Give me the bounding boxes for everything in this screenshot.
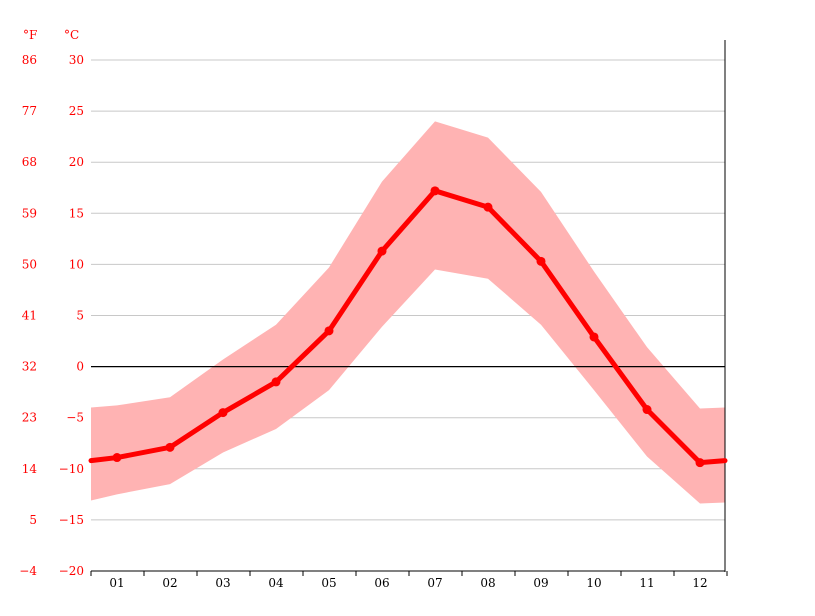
x-tick-label: 01 (109, 576, 124, 590)
y-tick-label-celsius: −20 (59, 564, 84, 578)
average-temperature-point (695, 458, 705, 468)
y-tick-label-fahrenheit: 14 (22, 462, 38, 476)
y-tick-label-celsius: −10 (59, 462, 84, 476)
average-temperature-point (642, 405, 652, 415)
y-tick-label-celsius: 5 (76, 309, 84, 323)
y-tick-label-celsius: 10 (69, 257, 84, 271)
average-temperature-point (324, 326, 334, 336)
y-tick-label-celsius: 15 (69, 206, 84, 220)
y-tick-label-fahrenheit: −4 (19, 564, 37, 578)
x-tick-label: 02 (162, 576, 177, 590)
x-tick-label: 12 (692, 576, 707, 590)
x-tick-label: 09 (533, 576, 548, 590)
y-tick-label-fahrenheit: 5 (29, 513, 37, 527)
x-tick-label: 05 (321, 576, 336, 590)
temperature-range-band (91, 121, 725, 504)
x-tick-label: 04 (268, 576, 284, 590)
average-temperature-point (271, 377, 281, 387)
average-point-layer (112, 186, 705, 468)
y-tick-label-fahrenheit: 86 (22, 53, 37, 67)
y-tick-label-celsius: 25 (69, 104, 84, 118)
y-tick-label-celsius: 30 (69, 53, 84, 67)
average-temperature-point (589, 332, 599, 342)
unit-label-fahrenheit: °F (23, 28, 37, 42)
average-temperature-point (165, 442, 175, 452)
average-temperature-point (430, 186, 440, 196)
y-tick-label-fahrenheit: 68 (22, 155, 37, 169)
y-tick-layer: 86 30 77 25 68 20 59 15 50 10 41 5 32 0 23 −5 14 −10 5 −15 −… (19, 53, 84, 578)
y-tick-label-fahrenheit: 50 (22, 257, 37, 271)
y-tick-label-celsius: −15 (59, 513, 84, 527)
y-tick-label-celsius: 0 (76, 360, 84, 374)
axis-layer: °F °C (23, 28, 728, 576)
range-band-layer (91, 121, 725, 504)
average-temperature-point (377, 246, 387, 256)
y-tick-label-celsius: 20 (69, 155, 84, 169)
average-temperature-point (218, 408, 228, 418)
average-temperature-point (483, 202, 493, 212)
average-line-layer (88, 188, 728, 466)
y-tick-label-fahrenheit: 32 (22, 360, 37, 374)
average-temperature-point (536, 256, 546, 266)
unit-label-celsius: °C (64, 28, 79, 42)
x-tick-label: 07 (427, 576, 442, 590)
x-tick-layer: 01 02 03 04 05 06 07 08 09 10 11 12 (109, 576, 707, 590)
y-tick-label-celsius: −5 (66, 411, 84, 425)
x-tick-label: 06 (374, 576, 389, 590)
y-tick-label-fahrenheit: 59 (22, 206, 37, 220)
y-tick-label-fahrenheit: 77 (22, 104, 37, 118)
x-tick-label: 08 (480, 576, 495, 590)
average-temperature-point (112, 453, 122, 463)
x-tick-label: 10 (586, 576, 601, 590)
x-tick-label: 11 (639, 576, 654, 590)
y-tick-label-fahrenheit: 23 (22, 411, 37, 425)
x-tick-label: 03 (215, 576, 230, 590)
average-temperature-line (88, 188, 728, 466)
y-tick-label-fahrenheit: 41 (22, 309, 37, 323)
